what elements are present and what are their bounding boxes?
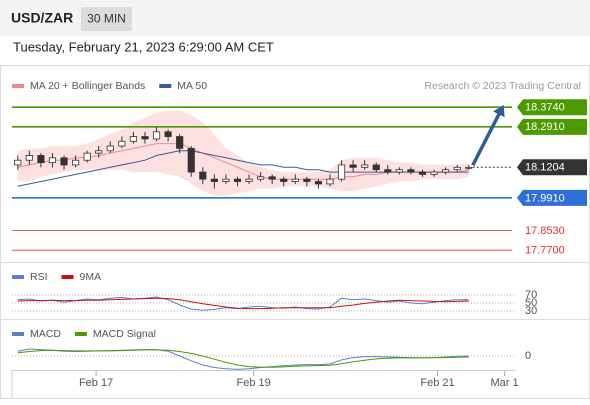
level-label: 18.1204 xyxy=(525,162,565,174)
date: Tuesday, February 21, 2023 6:29:00 AM CE… xyxy=(13,39,274,54)
candle-body xyxy=(384,169,392,173)
candle-body xyxy=(164,131,172,137)
forecast-arrowhead xyxy=(493,104,505,118)
candle-body xyxy=(199,171,207,180)
level-label: 17.9910 xyxy=(525,192,565,204)
legend-label: MA 50 xyxy=(177,80,207,92)
indicator-line xyxy=(17,349,469,368)
legend-swatch xyxy=(159,84,172,88)
candle-body xyxy=(72,159,80,166)
forecast-arrow xyxy=(471,109,503,167)
level-tag xyxy=(517,189,587,206)
y-tick-label: 30 xyxy=(525,305,537,317)
timeframe-button[interactable] xyxy=(81,7,132,31)
candle-body xyxy=(48,157,57,163)
legend-swatch xyxy=(12,332,24,336)
candle-body xyxy=(37,155,45,163)
level-label: 18.3740 xyxy=(525,102,565,114)
timeframe[interactable]: 30 MIN xyxy=(87,12,126,26)
candle-body xyxy=(233,178,242,182)
candle-body xyxy=(280,178,288,182)
candle-body xyxy=(465,166,473,169)
legend-label: MACD xyxy=(30,328,61,340)
legend-swatch xyxy=(74,332,87,336)
candle-body xyxy=(95,150,103,154)
indicator-line xyxy=(17,348,469,370)
candle-body xyxy=(361,164,369,168)
legend-swatch xyxy=(61,275,74,279)
candle-body xyxy=(152,131,161,140)
legend-swatch xyxy=(12,84,24,88)
bollinger-band xyxy=(17,110,469,196)
candle-body xyxy=(141,136,149,140)
candle-body xyxy=(407,169,415,173)
x-tick-label: Feb 17 xyxy=(79,377,113,389)
ma50-line xyxy=(17,150,469,187)
indicator-line xyxy=(17,296,469,311)
legend-label: MACD Signal xyxy=(93,328,156,340)
candle-body xyxy=(303,178,311,182)
candle-body xyxy=(118,140,126,147)
candle-body xyxy=(430,171,438,175)
level-tag xyxy=(517,118,587,135)
candle-body xyxy=(314,181,323,185)
candle-body xyxy=(395,169,403,173)
copyright: Research © 2023 Trading Central xyxy=(424,80,581,92)
candle-body xyxy=(106,145,114,152)
candle-body xyxy=(326,178,334,185)
candle-body xyxy=(129,136,137,142)
legend-swatch xyxy=(12,275,24,279)
candle-body xyxy=(268,176,276,180)
candle-body xyxy=(60,157,68,166)
candle-body xyxy=(418,171,427,175)
x-tick-label: Mar 1 xyxy=(491,377,519,389)
x-tick-label: Feb 19 xyxy=(237,377,271,389)
level-label: 17.7700 xyxy=(525,245,565,257)
candle-body xyxy=(222,178,230,182)
indicator-line xyxy=(17,297,469,310)
level-tag xyxy=(517,99,587,116)
candle-body xyxy=(372,164,380,171)
candle-body xyxy=(291,178,299,182)
y-tick-label: 0 xyxy=(525,350,531,362)
x-tick-label: Feb 21 xyxy=(420,377,454,389)
candle-body xyxy=(25,155,33,161)
candle-body xyxy=(442,169,450,173)
candle-body xyxy=(245,178,253,182)
candle-body xyxy=(210,178,218,182)
candle-body xyxy=(349,164,357,168)
symbol: USD/ZAR xyxy=(11,10,73,26)
level-label: 18.2910 xyxy=(525,121,565,133)
level-tag xyxy=(517,159,587,176)
legend-label: RSI xyxy=(30,271,48,283)
candle-body xyxy=(176,136,184,149)
candle-body xyxy=(187,147,195,173)
y-tick-label: 50 xyxy=(525,297,537,309)
candle-body xyxy=(453,166,461,171)
legend-label: 9MA xyxy=(80,271,102,283)
candle-body xyxy=(337,164,346,180)
candle-body xyxy=(14,159,22,166)
level-label: 17.8530 xyxy=(525,225,565,237)
candle-body xyxy=(257,176,265,180)
candle-body xyxy=(83,152,91,161)
y-tick-label: 70 xyxy=(525,289,537,301)
legend-label: MA 20 + Bollinger Bands xyxy=(30,80,145,92)
